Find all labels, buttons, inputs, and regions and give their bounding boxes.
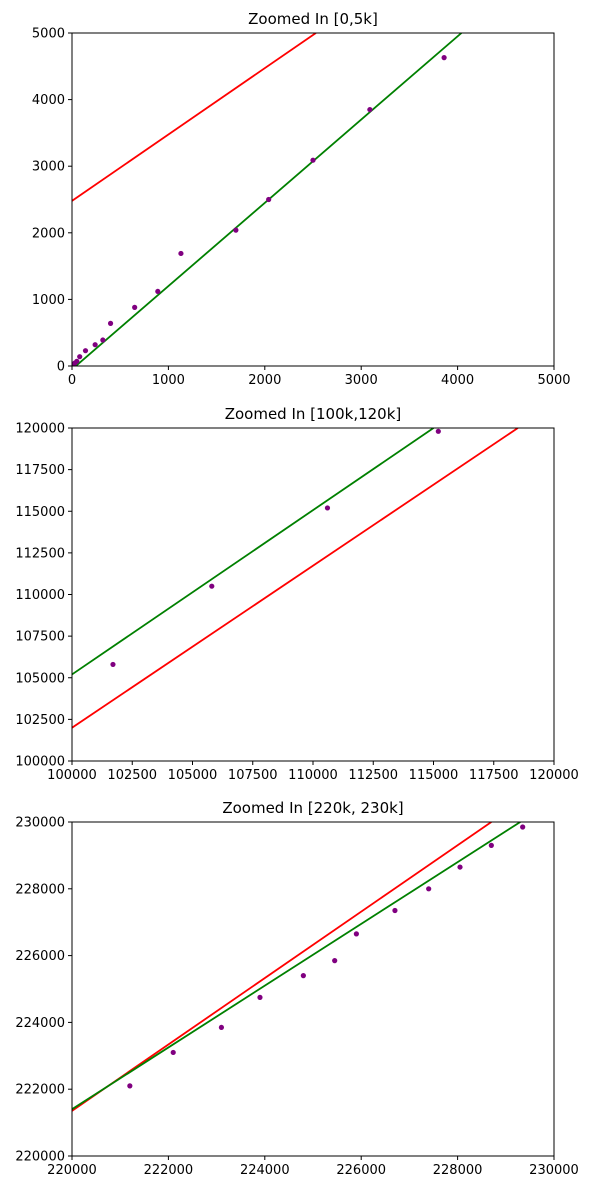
y-tick-label: 1000	[32, 293, 65, 308]
y-tick-label: 100000	[15, 755, 65, 770]
x-tick-label: 110000	[288, 768, 338, 783]
x-tick-label: 120000	[529, 768, 579, 783]
axes-frame	[71, 427, 555, 762]
x-tick-label: 112500	[348, 768, 398, 783]
data-point	[170, 1049, 176, 1056]
y-tick-label: 3000	[32, 160, 65, 175]
chart-panel-3: Zoomed In [220k, 230k] 220000 222000 224000…	[15, 799, 578, 1178]
y-tick-label: 222000	[15, 1083, 65, 1098]
axes-frame	[71, 821, 555, 1157]
x-tick-label: 105000	[168, 768, 218, 783]
x-tick-label: 2000	[248, 373, 281, 388]
data-point	[257, 994, 263, 1000]
y-tick-label: 115000	[15, 505, 65, 520]
data-point	[367, 106, 373, 113]
data-point	[457, 864, 463, 870]
plot-area	[72, 33, 463, 366]
x-tick-label: 115000	[409, 768, 459, 783]
x-tick-label: 1000	[152, 373, 185, 388]
data-point	[353, 931, 359, 937]
data-point	[392, 907, 398, 914]
x-tick-label: 226000	[336, 1163, 386, 1178]
y-tick-label: 112500	[15, 546, 65, 561]
data-point	[155, 288, 161, 295]
x-tick-label: 222000	[144, 1163, 194, 1178]
y-tick-label: 117500	[15, 463, 65, 478]
data-point	[132, 304, 138, 310]
data-point	[127, 1083, 133, 1089]
data-point	[426, 886, 432, 892]
plot-area	[72, 428, 519, 729]
data-point	[441, 55, 447, 61]
data-point	[110, 661, 116, 668]
data-point	[266, 196, 272, 203]
y-tick-label: 224000	[15, 1016, 65, 1031]
data-point	[310, 157, 316, 163]
y-tick-label: 120000	[15, 422, 65, 437]
chart-panel-2: Zoomed In [100k,120k] 100000 102500 105000 1…	[15, 405, 578, 783]
chart-title: Zoomed In [0,5k]	[248, 10, 378, 28]
red-fit-line	[72, 33, 317, 202]
data-point	[178, 250, 184, 257]
y-tick-label: 105000	[15, 671, 65, 686]
x-tick-label: 228000	[433, 1163, 483, 1178]
data-point	[300, 973, 306, 979]
plot-area	[72, 822, 526, 1112]
y-tick-label: 226000	[15, 949, 65, 964]
data-point	[324, 505, 331, 511]
axes-frame	[71, 32, 555, 367]
red-fit-line	[72, 428, 519, 729]
y-tick-label: 2000	[32, 226, 65, 241]
y-tick-label: 230000	[15, 816, 65, 831]
y-tick-label: 5000	[32, 27, 65, 42]
data-point	[77, 354, 83, 360]
data-point	[92, 342, 98, 348]
data-point	[332, 958, 338, 964]
x-tick-label: 230000	[529, 1163, 579, 1178]
data-point	[233, 227, 239, 233]
x-tick-label: 4000	[441, 373, 474, 388]
data-point	[218, 1024, 225, 1031]
x-tick-label: 100000	[47, 768, 97, 783]
y-tick-label: 220000	[15, 1150, 65, 1165]
red-fit-line	[72, 822, 492, 1112]
y-tick-label: 102500	[15, 713, 65, 728]
data-point	[435, 428, 441, 434]
chart-panel-1: Zoomed In [0,5k] 0 1000 2000 3000 4000 5000 0 10…	[32, 10, 571, 388]
data-point	[488, 842, 494, 848]
y-tick-label: 228000	[15, 882, 65, 897]
data-point	[107, 320, 114, 326]
x-tick-label: 107500	[228, 768, 278, 783]
x-tick-label: 224000	[240, 1163, 290, 1178]
x-tick-label: 220000	[47, 1163, 97, 1178]
y-tick-label: 110000	[15, 588, 65, 603]
chart-title: Zoomed In [100k,120k]	[225, 405, 402, 423]
y-tick-label: 0	[57, 360, 65, 375]
chart-title: Zoomed In [220k, 230k]	[222, 799, 403, 817]
x-tick-label: 5000	[537, 373, 570, 388]
x-tick-label: 117500	[469, 768, 519, 783]
data-point	[82, 348, 89, 354]
green-fit-line	[72, 822, 521, 1110]
data-point	[520, 824, 526, 830]
data-point	[209, 583, 215, 589]
y-tick-label: 107500	[15, 630, 65, 645]
data-point	[74, 358, 80, 364]
green-fit-line	[72, 428, 435, 676]
x-tick-label: 102500	[107, 768, 157, 783]
data-point	[100, 337, 106, 343]
x-tick-label: 3000	[345, 373, 378, 388]
y-tick-label: 4000	[32, 93, 65, 108]
x-tick-label: 0	[68, 373, 76, 388]
